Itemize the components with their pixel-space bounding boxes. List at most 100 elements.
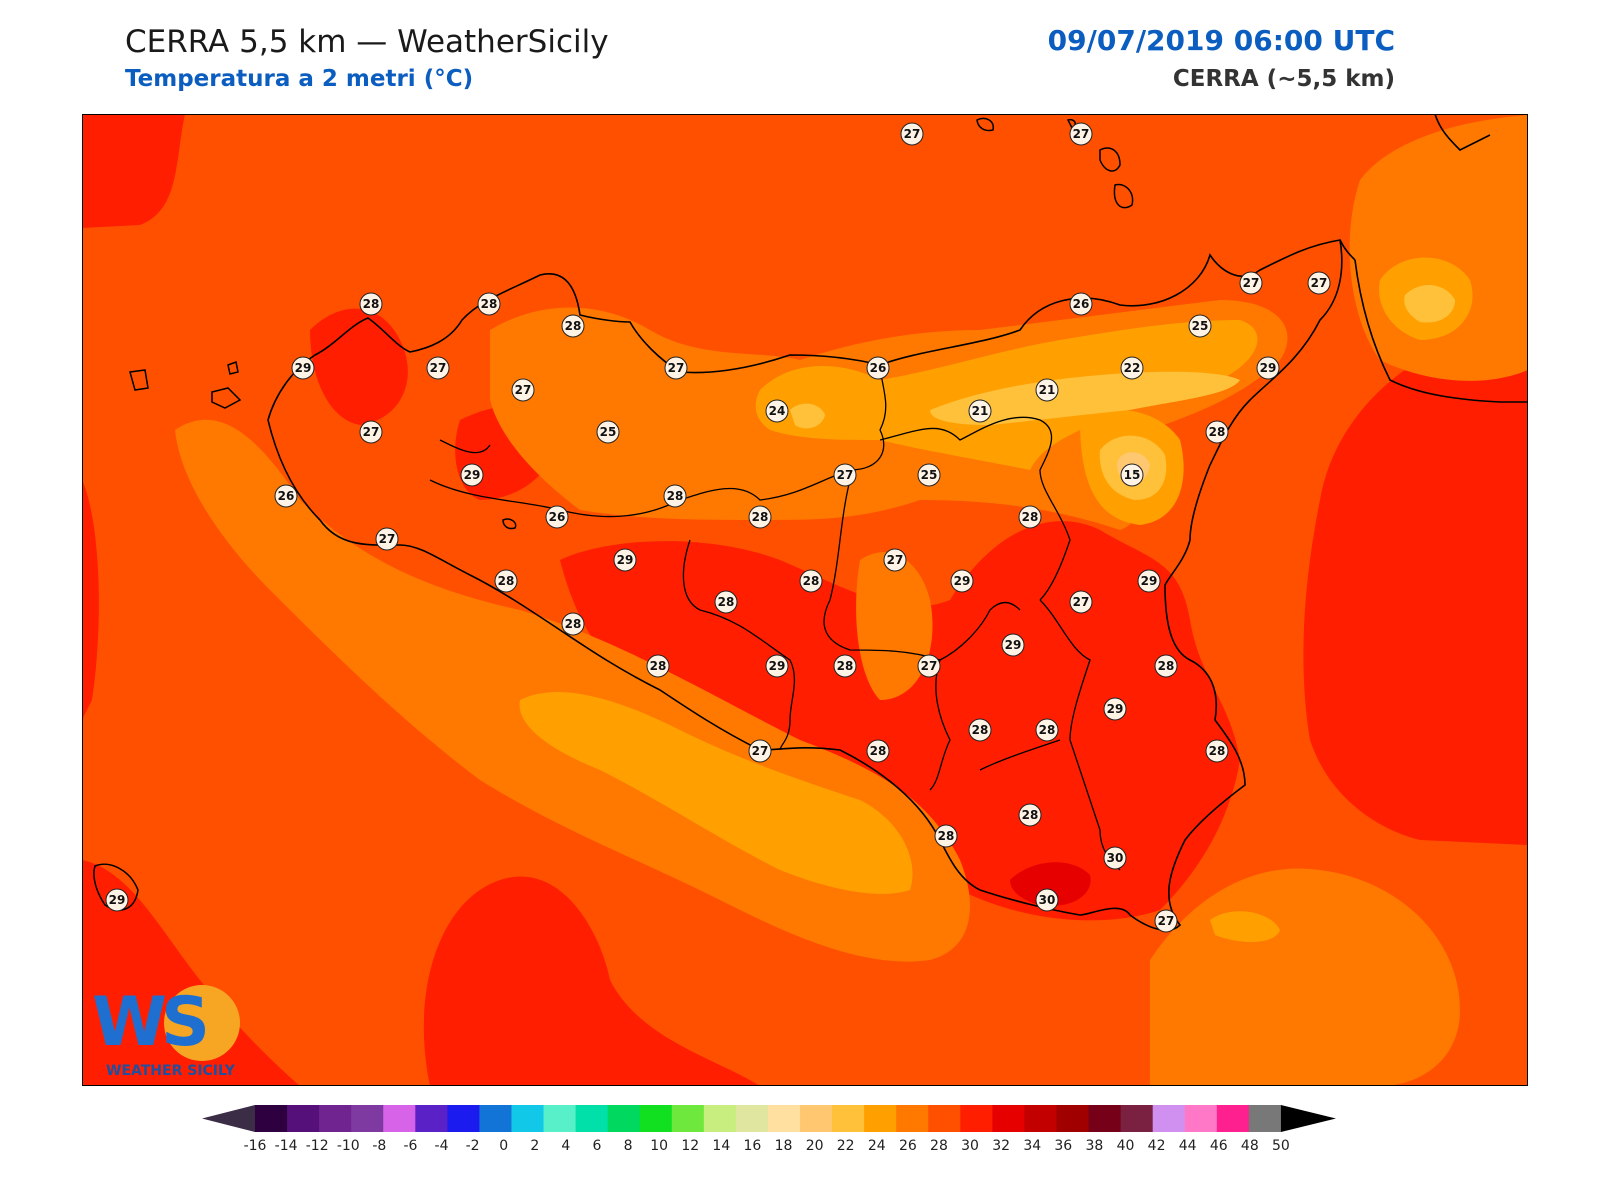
colorbar-tick-label: 32 [992, 1138, 1010, 1154]
colorbar-tick-label: 10 [650, 1138, 668, 1154]
station-circle [1103, 697, 1127, 721]
temp-zone-22-north [930, 371, 1240, 425]
station-marker: 27 [883, 548, 907, 572]
temperature-map: 27 27 28 28 28 26 27 27 25 29 27 27 27 26 21 22 29 24 21 27… [82, 114, 1528, 1086]
station-marker: 27 [375, 527, 399, 551]
station-value: 27 [921, 659, 938, 673]
colorbar-swatch [1056, 1105, 1090, 1132]
colorbar-swatch [1216, 1105, 1250, 1132]
colorbar-tick-label: -12 [306, 1138, 329, 1154]
colorbar-tick-label: 6 [593, 1138, 602, 1154]
station-circle [1307, 271, 1331, 295]
station-value: 28 [498, 574, 515, 588]
station-circle [1256, 356, 1280, 380]
station-marker: 29 [1103, 697, 1127, 721]
colorbar-swatch [1184, 1105, 1218, 1132]
station-value: 21 [1039, 383, 1056, 397]
colorbar-tick-label: 46 [1210, 1138, 1228, 1154]
station-circle [833, 654, 857, 678]
station-value: 26 [278, 489, 295, 503]
colorbar-tick-label: -8 [372, 1138, 386, 1154]
station-circle [646, 654, 670, 678]
station-value: 28 [565, 617, 582, 631]
colorbar-swatch [800, 1105, 833, 1132]
colorbar-swatch [1120, 1105, 1154, 1132]
station-marker: 27 [1239, 271, 1263, 295]
station-marker: 29 [291, 356, 315, 380]
colorbar-swatch [543, 1105, 577, 1132]
station-marker: 15 [1120, 463, 1144, 487]
station-circle [1035, 718, 1059, 742]
colorbar-tick-label: 42 [1148, 1138, 1166, 1154]
station-marker: 27 [426, 356, 450, 380]
colorbar-min-arrow [202, 1105, 255, 1132]
colorbar-tick-label: 20 [806, 1138, 824, 1154]
colorbar-swatch [864, 1105, 897, 1132]
station-marker: 26 [1069, 292, 1093, 316]
station-marker: 27 [1154, 909, 1178, 933]
colorbar-swatch [832, 1105, 865, 1132]
station-marker: 27 [833, 463, 857, 487]
colorbar-swatch [575, 1105, 609, 1132]
station-circle [359, 420, 383, 444]
colorbar-swatch [1152, 1105, 1186, 1132]
station-circle [561, 314, 585, 338]
station-circle [663, 484, 687, 508]
colorbar-swatch [383, 1105, 416, 1132]
station-marker: 28 [968, 718, 992, 742]
station-marker: 29 [765, 654, 789, 678]
station-circle [1035, 888, 1059, 912]
colorbar-tick-label: 16 [744, 1138, 762, 1154]
station-marker: 25 [917, 463, 941, 487]
station-circle [1120, 356, 1144, 380]
colorbar-swatch [767, 1105, 801, 1132]
station-marker: 29 [950, 569, 974, 593]
station-marker: 28 [561, 612, 585, 636]
station-circle [714, 590, 738, 614]
station-value: 21 [972, 404, 989, 418]
colorbar-tick-label: 30 [961, 1138, 979, 1154]
station-circle [460, 463, 484, 487]
station-value: 27 [379, 532, 396, 546]
station-marker: 27 [748, 739, 772, 763]
station-circle [664, 356, 688, 380]
temp-zone-30-sw-sea [82, 860, 300, 1086]
station-value: 28 [1022, 808, 1039, 822]
colorbar-swatch [255, 1105, 288, 1132]
station-value: 28 [752, 510, 769, 524]
colorbar-swatch [351, 1105, 384, 1132]
station-value: 29 [295, 361, 312, 375]
colorbar-tick-label: -16 [244, 1138, 267, 1154]
temp-zone-24-south-band [519, 691, 913, 894]
colorbar-tick-label: -2 [466, 1138, 480, 1154]
colorbar-swatch [1088, 1105, 1122, 1132]
station-circle [866, 356, 890, 380]
station-circle [1188, 314, 1212, 338]
station-marker: 28 [799, 569, 823, 593]
station-value: 24 [769, 404, 786, 418]
station-value: 28 [837, 659, 854, 673]
station-value: 29 [769, 659, 786, 673]
station-marker: 28 [833, 654, 857, 678]
station-marker: 28 [1205, 420, 1229, 444]
station-value: 27 [1073, 595, 1090, 609]
station-value: 27 [668, 361, 685, 375]
colorbar-tick-label: -6 [403, 1138, 417, 1154]
colorbar-swatch [319, 1105, 352, 1132]
station-value: 15 [1124, 468, 1141, 482]
weather-sicily-logo: WS WEATHER SICILY [92, 983, 240, 1079]
colorbar-swatch [447, 1105, 480, 1132]
station-value: 29 [109, 893, 126, 907]
station-circle [1137, 569, 1161, 593]
temp-zone-30-east-sea [1303, 360, 1528, 845]
station-circle [900, 122, 924, 146]
station-marker: 28 [1205, 739, 1229, 763]
station-circle [1205, 739, 1229, 763]
station-circle [799, 569, 823, 593]
station-marker: 21 [968, 399, 992, 423]
station-circle [375, 527, 399, 551]
station-value: 27 [752, 744, 769, 758]
station-value: 27 [904, 127, 921, 141]
station-value: 29 [1107, 702, 1124, 716]
station-value: 30 [1107, 851, 1124, 865]
